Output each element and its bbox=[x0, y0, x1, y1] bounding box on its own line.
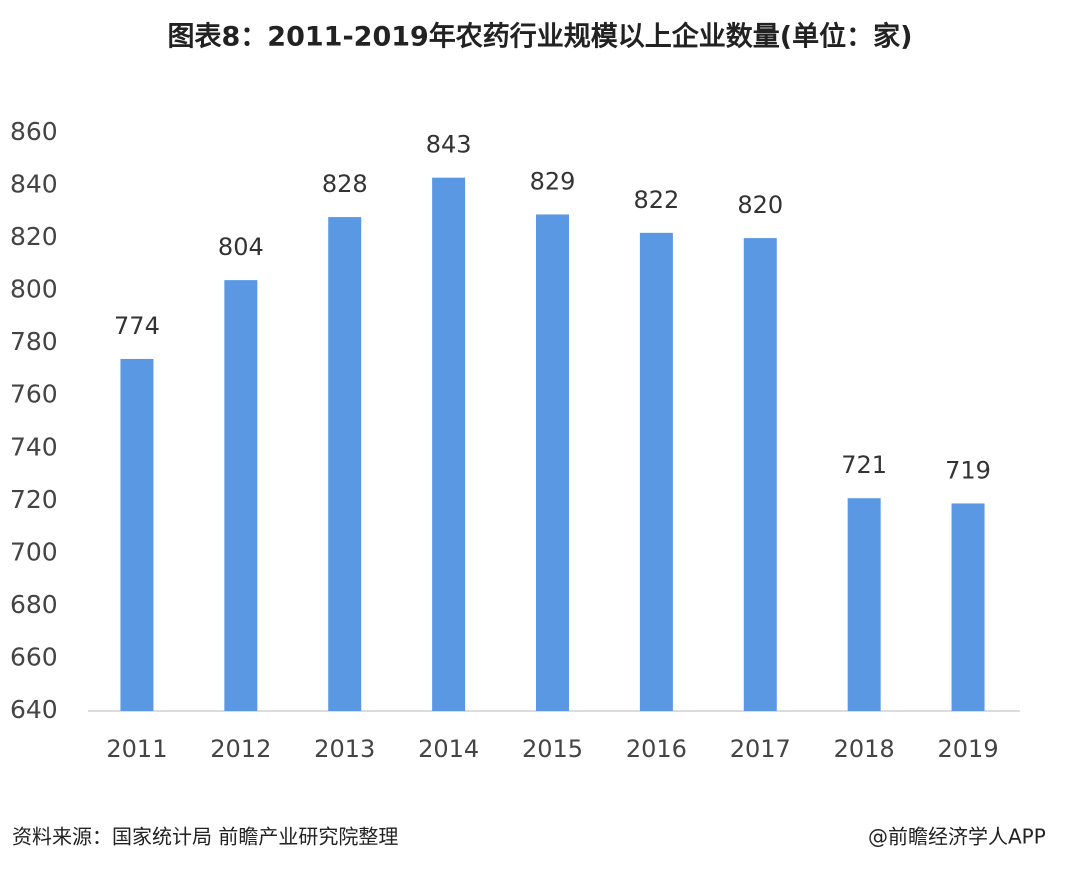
y-tick-label: 740 bbox=[10, 432, 58, 461]
y-tick-label: 780 bbox=[10, 327, 58, 356]
y-tick-label: 680 bbox=[10, 590, 58, 619]
value-label: 820 bbox=[737, 191, 783, 219]
y-tick-label: 820 bbox=[10, 222, 58, 251]
value-label: 721 bbox=[841, 451, 887, 479]
value-label: 822 bbox=[633, 186, 679, 214]
value-label: 774 bbox=[114, 312, 160, 340]
y-tick-label: 840 bbox=[10, 170, 58, 199]
y-tick-label: 640 bbox=[10, 695, 58, 724]
x-tick-label: 2014 bbox=[418, 735, 479, 763]
bar bbox=[120, 358, 154, 711]
bar bbox=[951, 503, 985, 711]
bar bbox=[847, 498, 881, 711]
x-tick-label: 2013 bbox=[314, 735, 375, 763]
x-tick-label: 2017 bbox=[730, 735, 791, 763]
value-label: 829 bbox=[530, 167, 576, 195]
y-tick-label: 660 bbox=[10, 642, 58, 671]
y-tick-label: 720 bbox=[10, 485, 58, 514]
source-note: 资料来源：国家统计局 前瞻产业研究院整理 bbox=[12, 825, 398, 849]
bar bbox=[743, 238, 777, 711]
credit-note: @前瞻经济学人APP bbox=[868, 825, 1046, 849]
y-tick-label: 860 bbox=[10, 117, 58, 146]
value-label: 719 bbox=[945, 456, 991, 484]
value-label: 804 bbox=[218, 233, 264, 261]
x-tick-label: 2018 bbox=[834, 735, 895, 763]
x-tick-label: 2012 bbox=[210, 735, 271, 763]
bar bbox=[639, 232, 673, 711]
x-tick-label: 2016 bbox=[626, 735, 687, 763]
y-tick-label: 760 bbox=[10, 380, 58, 409]
chart-title: 图表8：2011-2019年农药行业规模以上企业数量(单位：家) bbox=[168, 21, 913, 53]
value-label: 828 bbox=[322, 170, 368, 198]
x-tick-label: 2019 bbox=[938, 735, 999, 763]
y-tick-label: 700 bbox=[10, 537, 58, 566]
bar bbox=[536, 214, 569, 712]
bar bbox=[224, 280, 258, 711]
x-tick-label: 2015 bbox=[522, 735, 583, 763]
bar bbox=[432, 177, 466, 711]
bar bbox=[328, 217, 362, 711]
y-tick-label: 800 bbox=[10, 275, 58, 304]
value-label: 843 bbox=[426, 131, 472, 159]
x-tick-label: 2011 bbox=[106, 735, 167, 763]
